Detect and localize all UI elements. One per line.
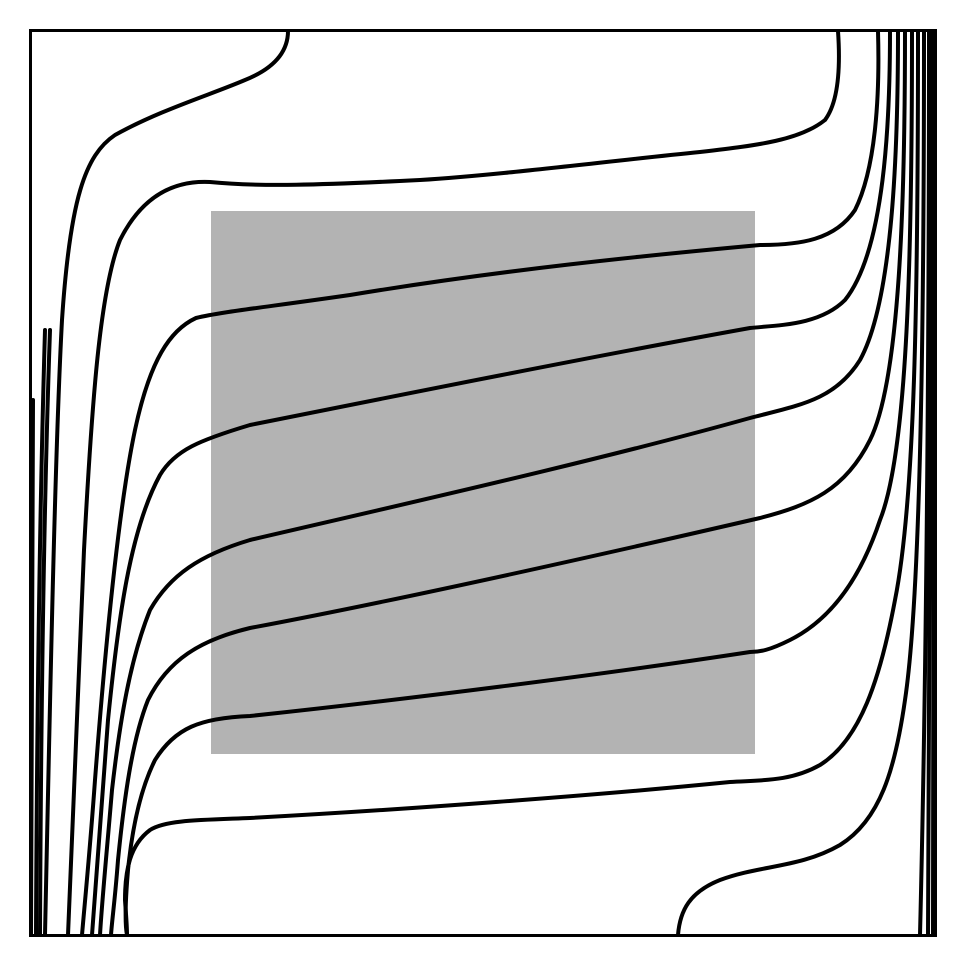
- contour-line: [43, 29, 290, 937]
- contour-line: [109, 29, 907, 937]
- contour-line: [676, 29, 926, 937]
- contour-line: [90, 29, 892, 937]
- contour-line: [66, 29, 841, 937]
- contour-line: [98, 29, 900, 937]
- contour-line: [38, 328, 52, 937]
- contour-line: [34, 328, 47, 937]
- contour-line: [123, 29, 920, 937]
- contour-lines: [29, 29, 936, 937]
- contour-line: [931, 29, 936, 937]
- contour-line: [80, 29, 881, 937]
- contour-line: [918, 29, 931, 937]
- inner-block: [211, 211, 755, 754]
- plot-frame: [29, 29, 937, 937]
- contour-line: [123, 29, 914, 937]
